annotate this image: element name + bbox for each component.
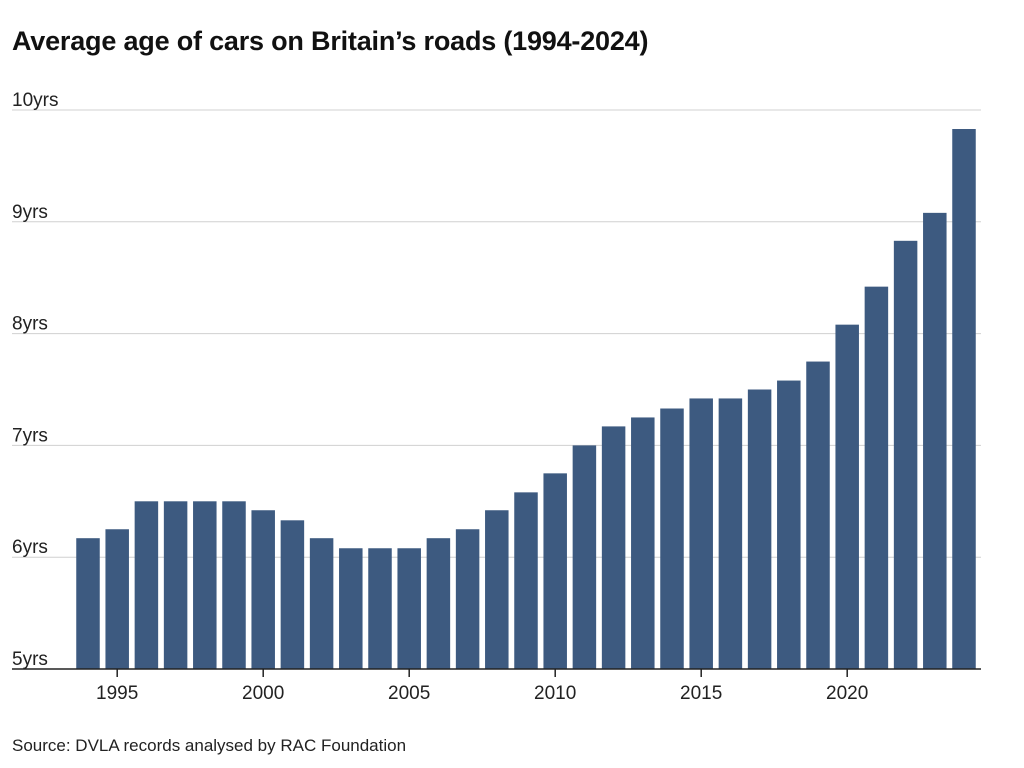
bar-2018 xyxy=(777,380,801,669)
bar-2019 xyxy=(806,361,830,669)
x-tick-label-2010: 2010 xyxy=(534,683,576,704)
bar-2006 xyxy=(426,538,451,669)
x-tick-label-2020: 2020 xyxy=(826,683,868,704)
bar-2009 xyxy=(514,492,538,669)
bar-2022 xyxy=(893,240,918,669)
y-tick-label-7: 7yrs xyxy=(12,425,48,446)
bar-2021 xyxy=(864,286,889,669)
x-tick-label-1995: 1995 xyxy=(96,683,138,704)
x-tick-label-2015: 2015 xyxy=(680,683,722,704)
bar-2020 xyxy=(835,324,859,669)
bar-2011 xyxy=(572,445,597,669)
bar-2015 xyxy=(689,398,713,669)
bar-2000 xyxy=(251,510,275,669)
source-note: Source: DVLA records analysed by RAC Fou… xyxy=(12,736,407,755)
bar-1997 xyxy=(163,501,188,669)
bar-1998 xyxy=(193,501,217,669)
bar-2005 xyxy=(397,548,421,669)
bar-2004 xyxy=(368,548,392,669)
y-tick-label-5: 5yrs xyxy=(12,649,48,670)
y-axis-ticks: 10yrs 9yrs 8yrs 7yrs 6yrs 5yrs xyxy=(12,90,58,670)
bar-2010 xyxy=(543,473,567,669)
y-tick-label-6: 6yrs xyxy=(12,537,48,558)
y-tick-label-10: 10yrs xyxy=(12,90,58,111)
bar-2012 xyxy=(601,426,626,669)
bar-2017 xyxy=(747,389,772,669)
bars xyxy=(76,129,976,670)
bar-1994 xyxy=(76,538,100,669)
y-tick-label-8: 8yrs xyxy=(12,314,48,335)
bar-2014 xyxy=(660,408,684,669)
y-tick-label-9: 9yrs xyxy=(12,202,48,223)
bar-2002 xyxy=(309,538,334,669)
x-axis-ticks: 1995 2000 2005 2010 2015 2020 xyxy=(96,669,868,704)
bar-1995 xyxy=(105,529,129,669)
gridlines xyxy=(12,109,981,558)
bar-1996 xyxy=(134,501,159,669)
bar-2013 xyxy=(631,417,655,669)
bar-2001 xyxy=(280,520,305,669)
chart-title: Average age of cars on Britain’s roads (… xyxy=(12,26,649,56)
x-tick-label-2005: 2005 xyxy=(388,683,430,704)
bar-2007 xyxy=(455,529,480,669)
x-tick-label-2000: 2000 xyxy=(242,683,284,704)
bar-2016 xyxy=(718,398,743,669)
bar-1999 xyxy=(222,501,246,669)
bar-2008 xyxy=(485,510,509,669)
bar-2024 xyxy=(952,129,976,670)
bar-2003 xyxy=(339,548,363,669)
bar-2023 xyxy=(923,212,947,669)
